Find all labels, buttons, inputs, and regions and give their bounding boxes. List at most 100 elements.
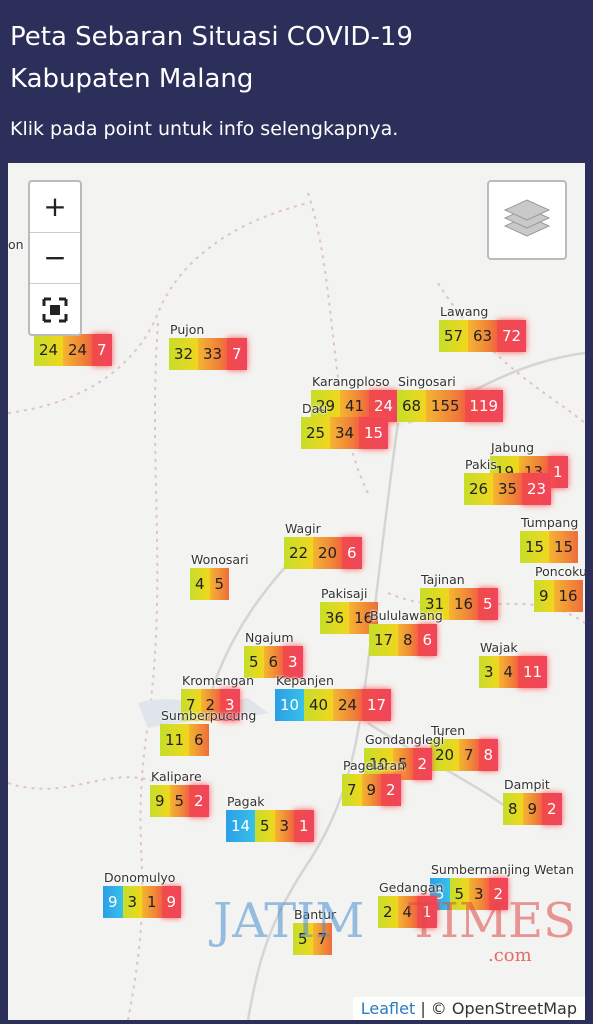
count-box[interactable]: 16	[553, 580, 583, 612]
count-box[interactable]: 40	[304, 689, 333, 721]
count-box[interactable]: 7	[312, 923, 332, 955]
count-box[interactable]: 5	[255, 810, 275, 842]
count-box[interactable]: 8	[398, 624, 418, 656]
count-box[interactable]: 41	[340, 390, 369, 422]
watermark: JATIM	[213, 893, 365, 949]
count-box[interactable]: 7	[342, 774, 362, 806]
map[interactable]: on ng24247Pujon32337Lawang576372Karangpl…	[8, 163, 585, 1020]
count-box[interactable]: 11	[518, 656, 547, 688]
count-box[interactable]: 17	[369, 624, 398, 656]
count-box[interactable]: 20	[430, 739, 459, 771]
count-box[interactable]: 3	[220, 689, 240, 721]
count-box[interactable]: 8	[478, 739, 498, 771]
count-box[interactable]: 1	[417, 896, 437, 928]
count-box[interactable]: 7	[92, 334, 112, 366]
count-box[interactable]: 24	[63, 334, 92, 366]
count-box[interactable]: 1	[548, 456, 568, 488]
count-box[interactable]: 4	[397, 896, 417, 928]
count-box[interactable]: 72	[497, 320, 526, 352]
count-box[interactable]: 5	[293, 923, 313, 955]
count-box[interactable]: 15	[520, 531, 549, 563]
count-box[interactable]: 33	[198, 338, 227, 370]
count-box[interactable]: 68	[397, 390, 426, 422]
count-box[interactable]: 6	[189, 724, 209, 756]
count-box[interactable]: 63	[468, 320, 497, 352]
place-label: Pakis	[465, 457, 497, 472]
place-label: Gondanglegi	[365, 732, 445, 747]
count-box[interactable]: 57	[439, 320, 468, 352]
count-box[interactable]: 2	[200, 689, 220, 721]
leaflet-link[interactable]: Leaflet	[360, 999, 416, 1018]
count-box[interactable]: 3	[122, 886, 142, 918]
count-box[interactable]: 6	[342, 537, 362, 569]
count-box[interactable]: 36	[320, 602, 349, 634]
count-box[interactable]: 2	[412, 748, 432, 780]
layers-control[interactable]	[487, 180, 567, 260]
count-box[interactable]: 7	[227, 338, 247, 370]
count-box[interactable]: 2	[542, 793, 562, 825]
count-box[interactable]: 9	[150, 785, 170, 817]
count-box[interactable]: 31	[420, 588, 449, 620]
fit-button[interactable]	[30, 284, 80, 334]
count-box[interactable]: 16	[449, 588, 478, 620]
count-box[interactable]: 2	[378, 896, 398, 928]
count-box[interactable]: 29	[311, 390, 340, 422]
count-box[interactable]: 4	[190, 568, 210, 600]
count-box[interactable]: 6	[263, 646, 283, 678]
separator: |	[420, 999, 426, 1018]
count-box[interactable]: 119	[464, 390, 503, 422]
count-box[interactable]: 11	[160, 724, 189, 756]
count-box[interactable]: 22	[284, 537, 313, 569]
place-label: Ngajum	[245, 630, 294, 645]
place-label: Wonosari	[191, 552, 249, 567]
count-box[interactable]: 9	[103, 886, 123, 918]
count-box[interactable]: 23	[522, 473, 551, 505]
count-box[interactable]: 20	[313, 537, 342, 569]
zoom-in[interactable]: +	[30, 182, 80, 233]
count-box[interactable]: 5	[209, 568, 229, 600]
count-box[interactable]: 9	[161, 886, 181, 918]
count-box[interactable]: 26	[464, 473, 493, 505]
count-box[interactable]: 5	[449, 878, 469, 910]
count-box[interactable]: 155	[426, 390, 465, 422]
count-box[interactable]: 7	[459, 739, 479, 771]
count-box[interactable]: 3	[274, 810, 294, 842]
count-box[interactable]: 7	[181, 689, 201, 721]
count-box[interactable]: 24	[34, 334, 63, 366]
count-box[interactable]: 6	[417, 624, 437, 656]
count-box[interactable]: 24	[333, 689, 362, 721]
place-label: Wajak	[480, 640, 518, 655]
count-box[interactable]: 2	[189, 785, 209, 817]
count-box[interactable]: 35	[493, 473, 522, 505]
count-box[interactable]: 15	[549, 531, 578, 563]
count-box[interactable]: 3	[469, 878, 489, 910]
count-box[interactable]: 14	[226, 810, 255, 842]
place-label: Kalipare	[151, 769, 202, 784]
count-box[interactable]: 1	[294, 810, 314, 842]
count-box[interactable]: 3	[479, 656, 499, 688]
count-box[interactable]: 4	[498, 656, 518, 688]
title-line: Peta Sebaran Situasi COVID-19	[10, 22, 413, 52]
count-box[interactable]: 32	[169, 338, 198, 370]
count-box[interactable]: 24	[369, 390, 398, 422]
count-box[interactable]: 5	[169, 785, 189, 817]
count-box[interactable]: 5	[478, 588, 498, 620]
count-box[interactable]: 5	[393, 748, 413, 780]
place-label: Sumberpucung	[161, 708, 257, 723]
count-box[interactable]: 17	[362, 689, 391, 721]
count-box[interactable]: 8	[503, 793, 523, 825]
count-box[interactable]: 3	[283, 646, 303, 678]
count-box[interactable]: 1	[142, 886, 162, 918]
count-box[interactable]: 2	[381, 774, 401, 806]
count-box[interactable]: 9	[361, 774, 381, 806]
zoom-out[interactable]: −	[30, 233, 80, 284]
count-box[interactable]: 25	[301, 417, 330, 449]
count-box[interactable]: 10	[275, 689, 304, 721]
count-box[interactable]: 9	[522, 793, 542, 825]
count-box[interactable]: 9	[534, 580, 554, 612]
count-box[interactable]: 15	[359, 417, 388, 449]
count-box[interactable]: 34	[330, 417, 359, 449]
count-box[interactable]: 5	[244, 646, 264, 678]
count-box[interactable]: 2	[488, 878, 508, 910]
